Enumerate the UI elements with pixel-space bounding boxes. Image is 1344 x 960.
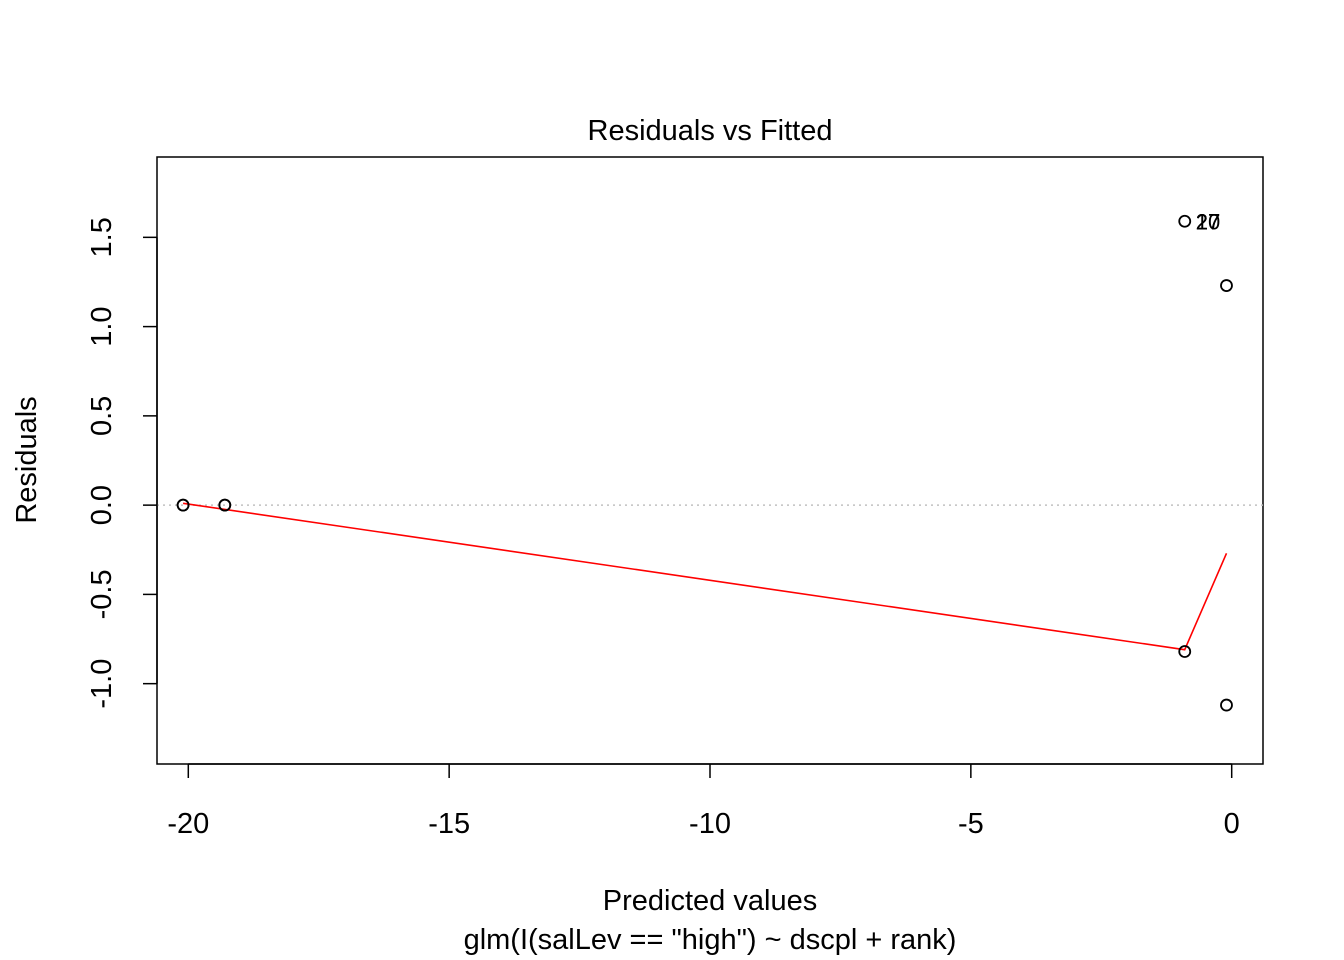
x-axis-label: Predicted values [603,885,817,917]
data-point [1178,214,1192,228]
smooth-line [182,502,1228,651]
point-label: 20 [1196,209,1220,234]
data-point [1178,645,1192,658]
data-point [176,498,190,512]
data-point [218,498,232,512]
x-axis: -20 -15 -10 -5 0 [167,763,1240,840]
point-label: 27 [1196,209,1220,234]
x-tick-label: 0 [1224,808,1240,840]
plot-frame [156,156,1264,765]
points-layer [176,214,1233,712]
y-tick-label: -1.0 [86,659,118,709]
chart-title: Residuals vs Fitted [588,115,833,147]
y-tick-label: 0.0 [86,485,118,525]
y-axis-label: Residuals [11,396,43,523]
smooth-line-layer [182,502,1228,651]
y-tick-label: 1.5 [86,217,118,257]
data-point [1220,279,1233,292]
x-tick-label: -15 [428,808,470,840]
x-tick-label: -20 [167,808,209,840]
point-label: 17 [1196,209,1220,234]
y-tick-label: -0.5 [86,569,118,619]
x-axis-sublabel: glm(I(salLev == "high") ~ dscpl + rank) [464,924,957,956]
y-tick-label: 0.5 [86,396,118,436]
x-tick-label: -10 [689,808,731,840]
y-tick-label: 1.0 [86,306,118,346]
x-tick-label: -5 [958,808,984,840]
data-point [1220,698,1233,712]
y-axis: -1.0 -0.5 0.0 0.5 1.0 1.5 [86,217,158,709]
